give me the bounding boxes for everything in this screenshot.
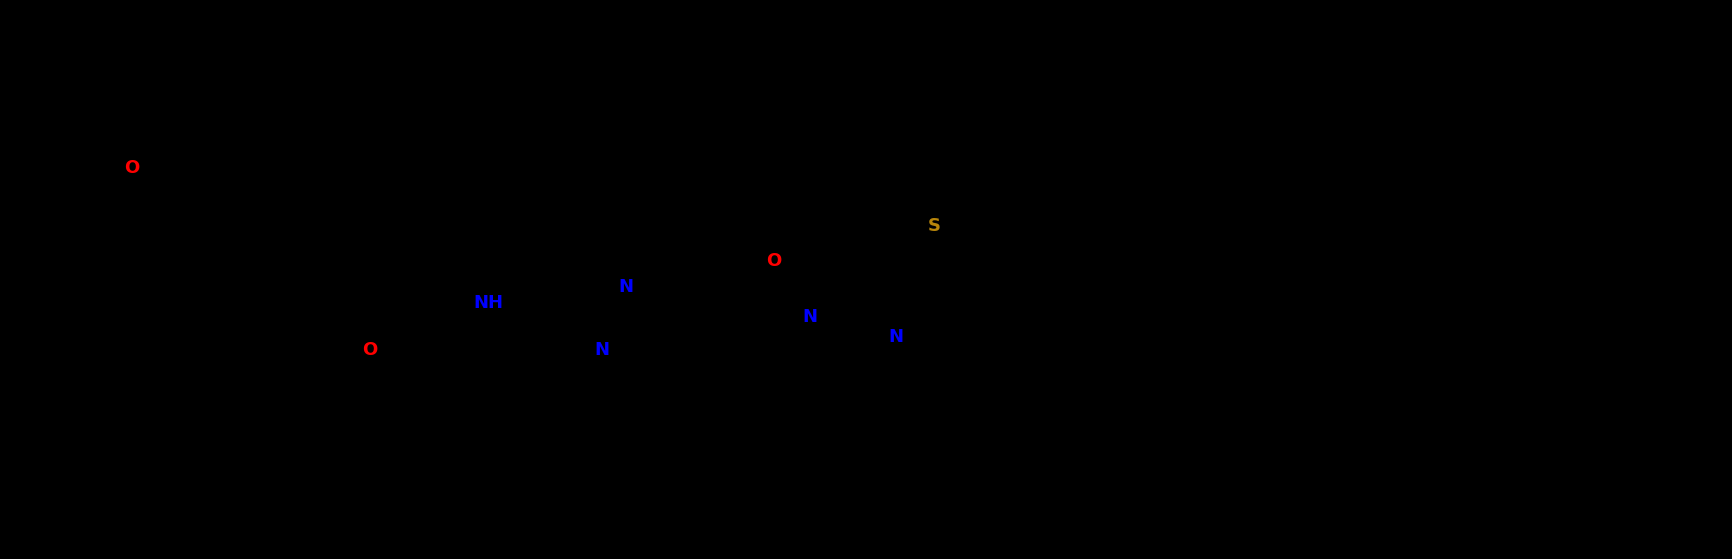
Text: N: N xyxy=(887,328,902,347)
Text: S: S xyxy=(927,216,940,235)
Text: N: N xyxy=(802,309,818,326)
Text: N: N xyxy=(594,342,610,359)
Text: N: N xyxy=(618,278,632,296)
Text: O: O xyxy=(123,159,139,177)
Text: NH: NH xyxy=(473,295,502,312)
Text: O: O xyxy=(362,342,378,359)
Text: O: O xyxy=(766,253,781,271)
